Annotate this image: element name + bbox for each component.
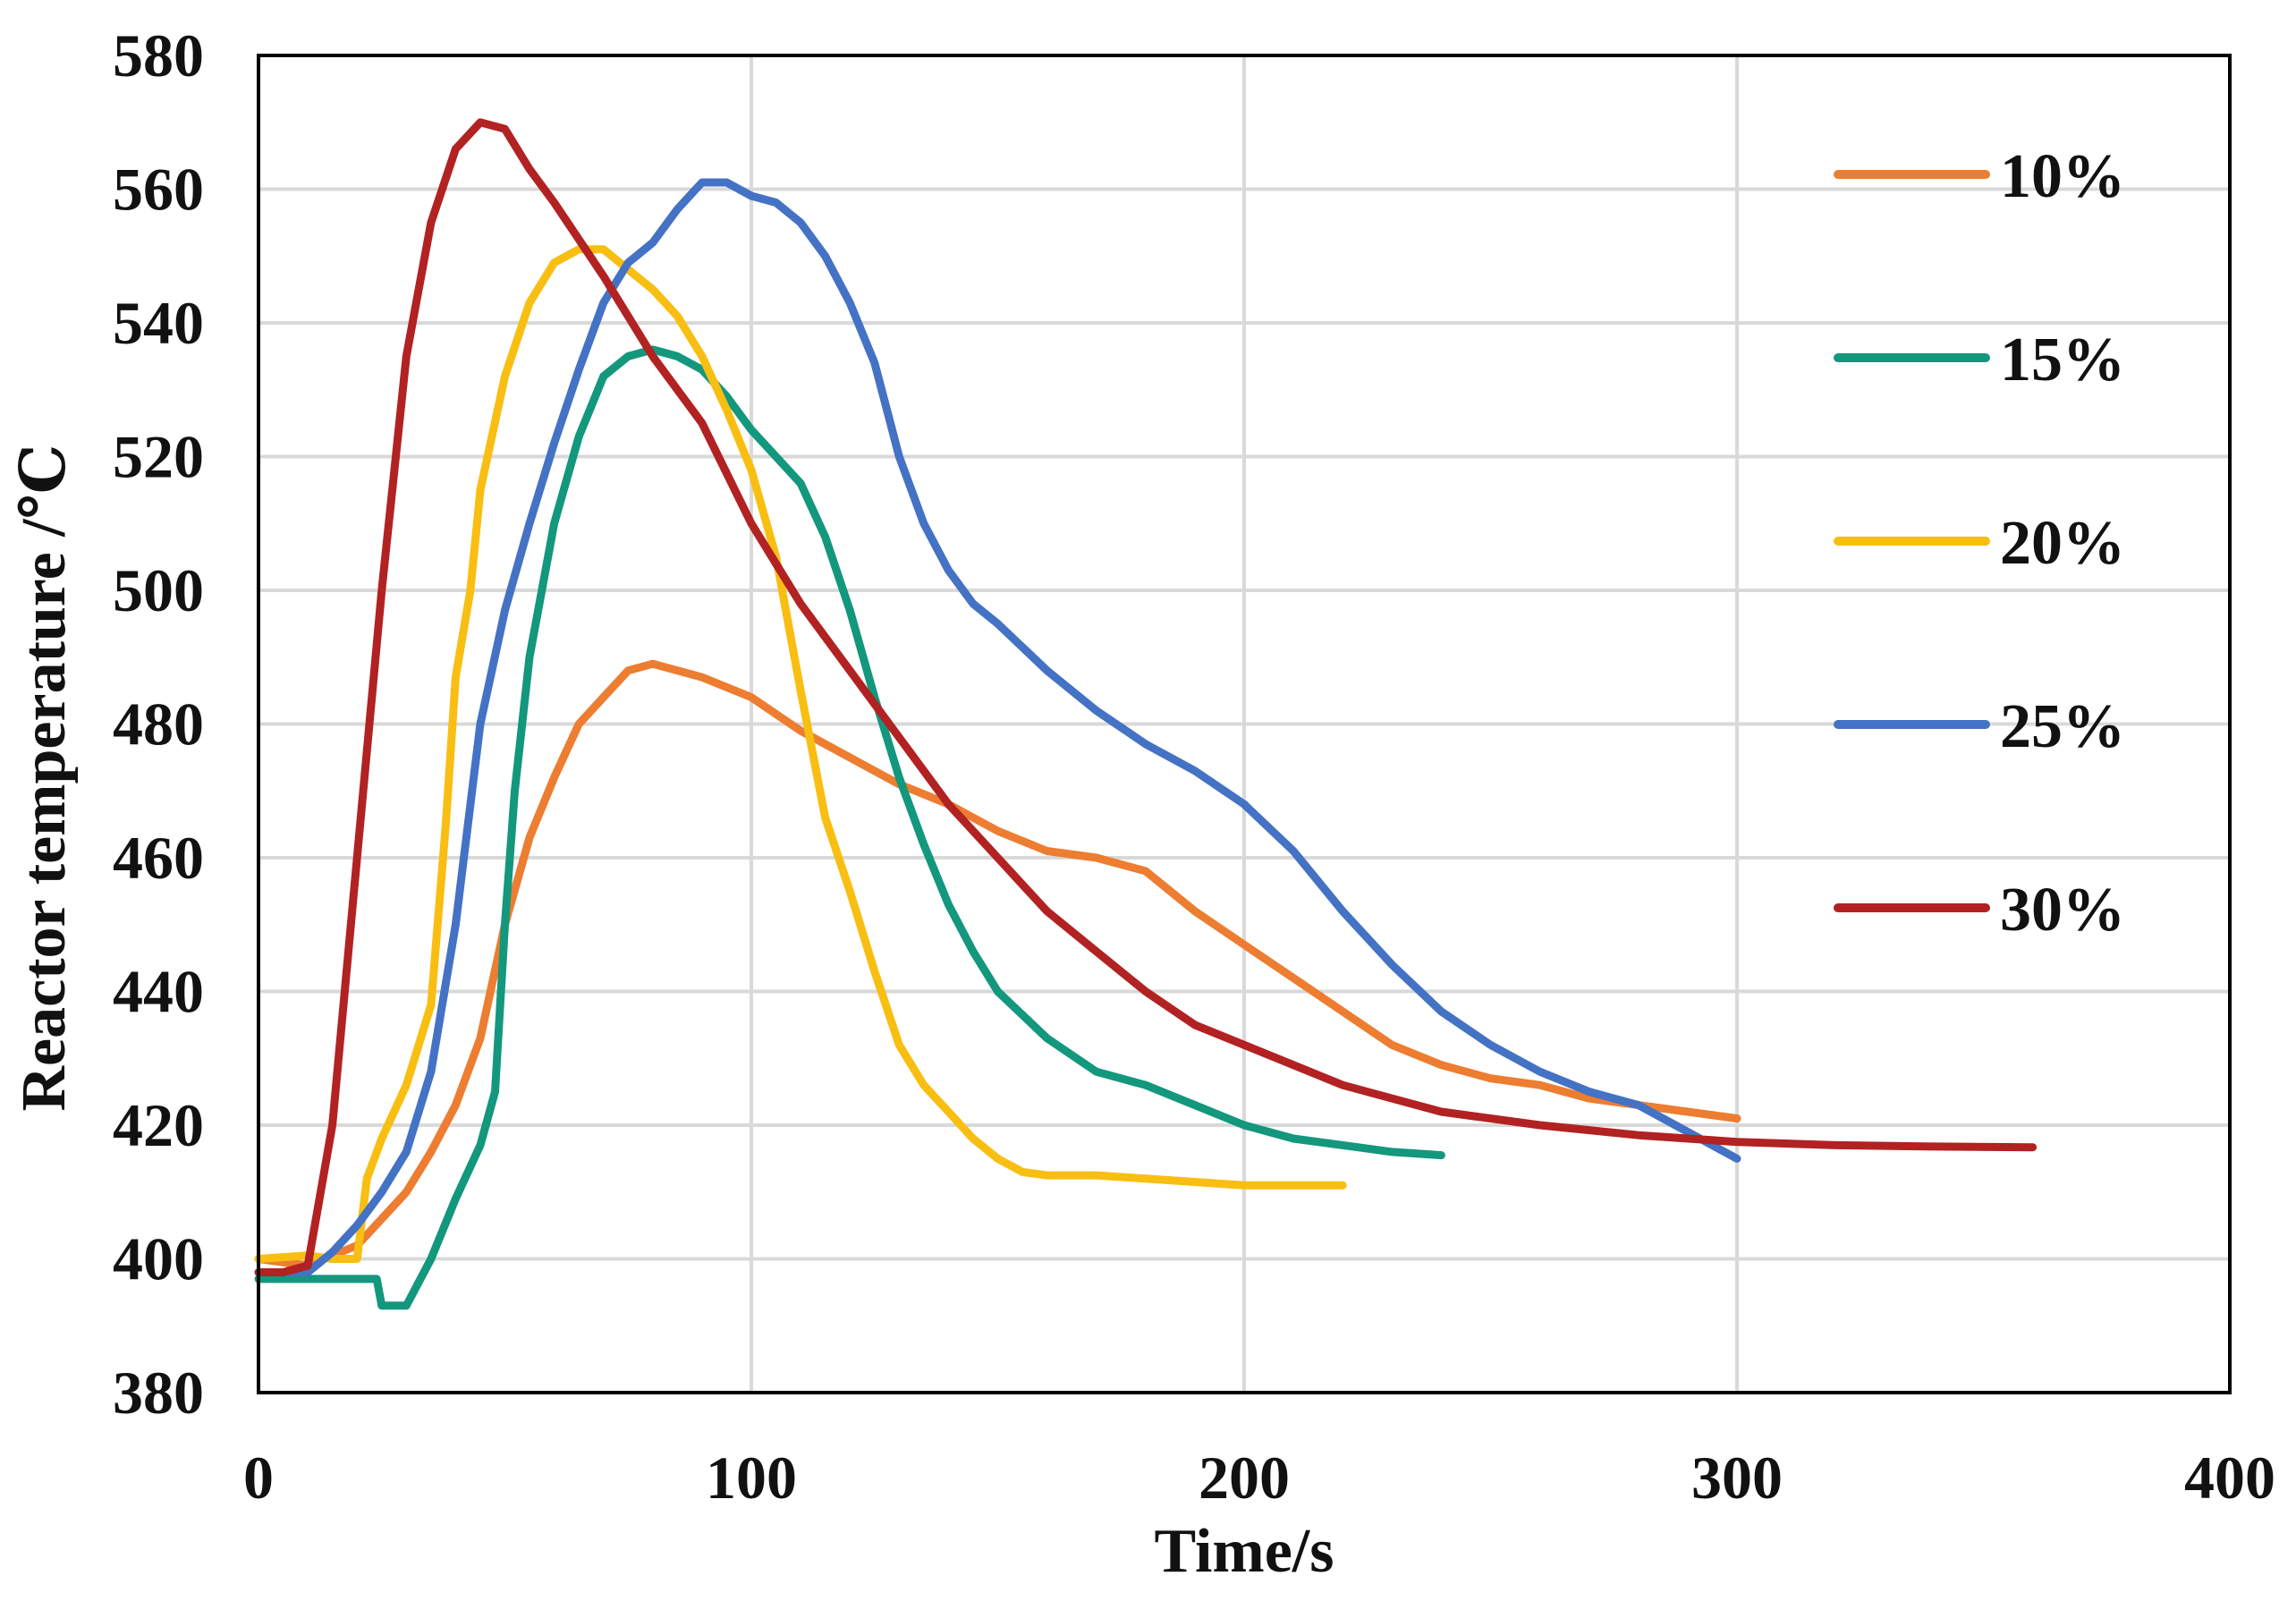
x-tick-label: 100 [706, 1444, 797, 1512]
y-axis-title: Reactor temperature /℃ [10, 444, 79, 1111]
x-tick-label: 0 [243, 1444, 274, 1512]
legend-item: 20% [1834, 509, 2125, 578]
legend-item: 15% [1834, 326, 2125, 394]
y-tick-label: 500 [113, 556, 204, 624]
y-tick-label: 380 [113, 1359, 204, 1427]
series-line-15pct [254, 345, 1445, 1310]
legend-item: 25% [1834, 692, 2125, 761]
y-tick-label: 560 [113, 156, 204, 224]
grid [258, 55, 2230, 1393]
legend-label: 15% [2000, 326, 2125, 394]
legend-item: 30% [1834, 876, 2125, 945]
y-tick-label: 580 [113, 21, 204, 89]
x-axis-ticks: 0 100 200 300 400 [243, 1444, 2275, 1512]
y-tick-label: 460 [113, 824, 204, 892]
x-tick-label: 400 [2184, 1444, 2275, 1512]
series-line-10pct [254, 659, 1741, 1270]
x-axis-title: Time/s [1155, 1517, 1334, 1586]
series-lines [254, 118, 2038, 1310]
legend-label: 20% [2000, 509, 2125, 578]
y-tick-label: 540 [113, 289, 204, 357]
series-line-30pct [254, 118, 2038, 1276]
y-axis-ticks: 380 400 420 440 460 480 500 520 540 560 580 [113, 21, 204, 1427]
series-line-25pct [254, 178, 1741, 1276]
y-tick-label: 480 [113, 690, 204, 758]
legend-label: 25% [2000, 692, 2125, 761]
y-tick-label: 520 [113, 423, 204, 491]
y-tick-label: 400 [113, 1225, 204, 1293]
legend: 10% 15% 20% 25% 30% [1834, 142, 2125, 945]
series-line-20pct [254, 245, 1347, 1263]
x-tick-label: 200 [1199, 1444, 1290, 1512]
legend-label: 30% [2000, 876, 2125, 945]
y-tick-label: 440 [113, 958, 204, 1026]
x-tick-label: 300 [1691, 1444, 1783, 1512]
legend-item: 10% [1834, 142, 2125, 211]
plot-area-frame [257, 54, 2232, 1394]
y-tick-label: 420 [113, 1091, 204, 1159]
legend-label: 10% [2000, 142, 2125, 211]
